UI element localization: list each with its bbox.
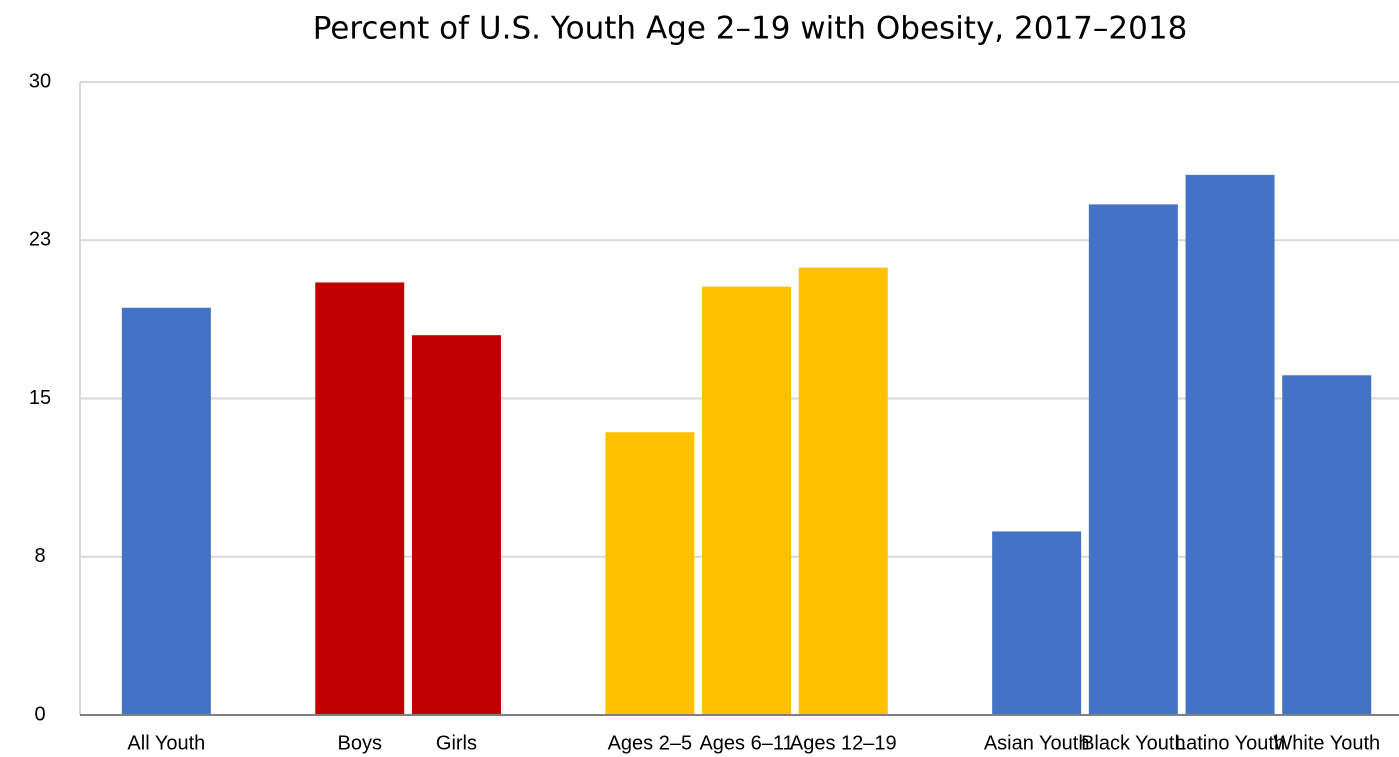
bar: [992, 531, 1082, 715]
x-tick-label: Latino Youth: [1175, 732, 1285, 754]
y-tick-label: 0: [34, 703, 45, 725]
bar: [411, 335, 501, 715]
x-tick-label: Asian Youth: [984, 732, 1090, 754]
bar: [315, 282, 405, 715]
bar: [1185, 174, 1275, 716]
x-tick-label: Ages 6–11: [699, 732, 793, 754]
x-tick-label: White Youth: [1273, 732, 1380, 754]
x-tick-label: Ages 2–5: [608, 732, 693, 754]
chart-title: Percent of U.S. Youth Age 2–19 with Obes…: [313, 11, 1188, 47]
x-tick-label: All Youth: [127, 732, 205, 754]
x-tick-label: Black Youth: [1081, 732, 1186, 754]
y-tick-label: 8: [34, 545, 45, 567]
bar: [1088, 204, 1178, 715]
y-tick-label: 15: [29, 387, 51, 409]
bar: [605, 432, 695, 715]
bar: [1282, 375, 1372, 715]
bar: [121, 307, 211, 715]
x-tick-label: Ages 12–19: [790, 732, 897, 754]
y-tick-label: 30: [29, 70, 51, 92]
bar: [702, 286, 792, 715]
bar: [798, 267, 888, 715]
x-tick-label: Boys: [338, 732, 382, 754]
y-tick-label: 23: [29, 229, 51, 251]
x-tick-label: Girls: [436, 732, 477, 754]
